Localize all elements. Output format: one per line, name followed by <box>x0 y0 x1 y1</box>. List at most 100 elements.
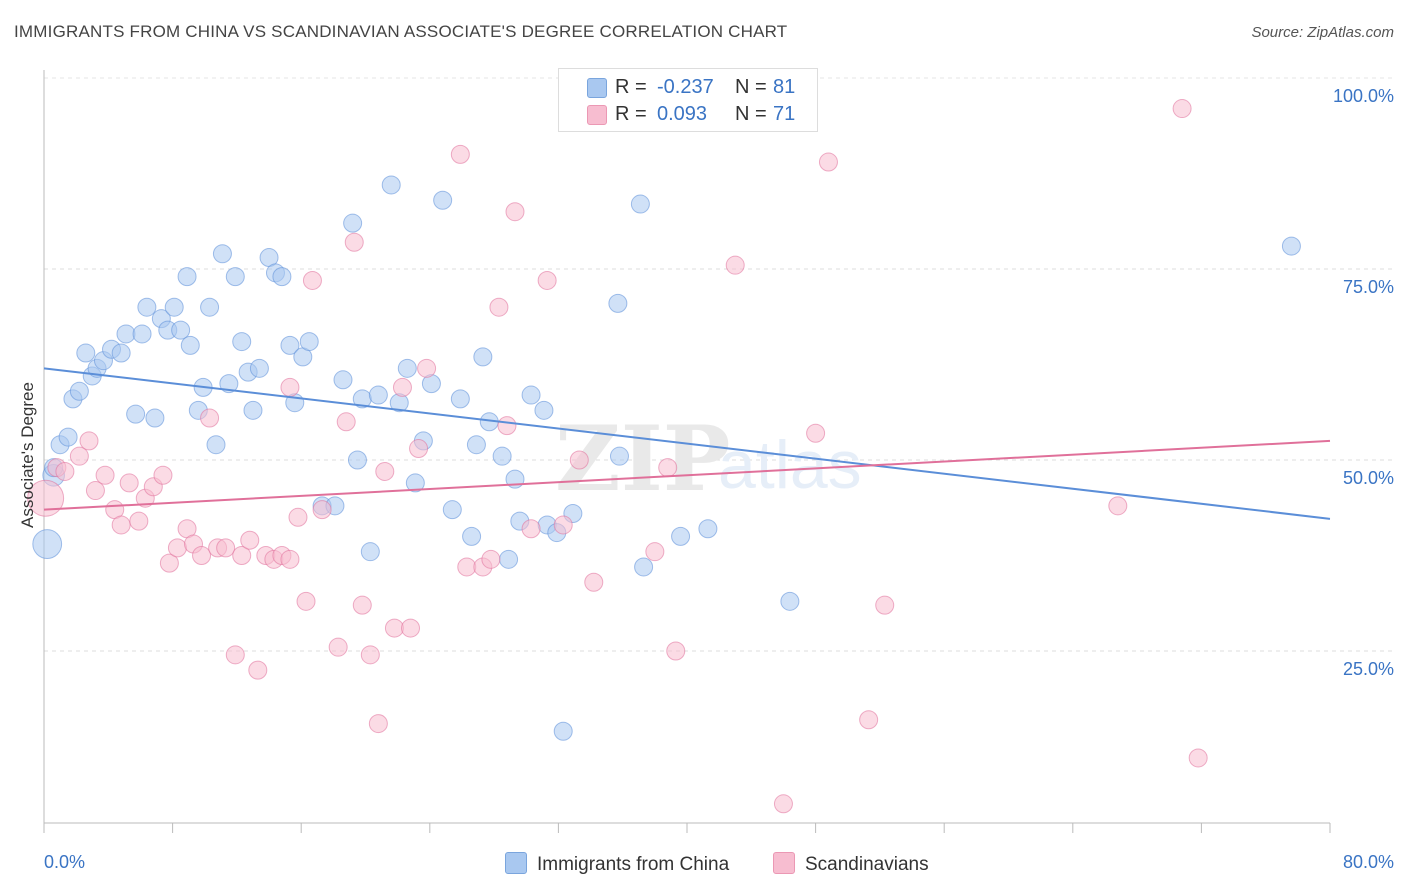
china-point-56 <box>442 500 462 520</box>
china-point-6 <box>76 343 96 363</box>
scandinavian-point-41 <box>384 618 404 638</box>
china-point-79 <box>1281 236 1301 256</box>
scandinavian-point-29 <box>280 377 300 397</box>
scandinavian-point-50 <box>489 297 509 317</box>
scandinavian-point-60 <box>666 641 686 661</box>
scandinavian-point-36 <box>344 232 364 252</box>
china-point-45 <box>347 450 367 470</box>
china-point-0 <box>32 529 63 559</box>
chart-title: IMMIGRANTS FROM CHINA VS SCANDINAVIAN AS… <box>14 22 788 41</box>
china-point-32 <box>243 400 263 420</box>
legend-r-label: R = <box>615 103 647 125</box>
y-tick-label-50: 50.0% <box>1342 468 1394 488</box>
scandinavian-point-46 <box>450 144 470 164</box>
scandinavian-point-5 <box>85 481 105 501</box>
china-point-55 <box>433 190 453 210</box>
scandinavian-point-4 <box>79 431 99 451</box>
scandinavian-point-31 <box>296 591 316 611</box>
scandinavian-point-30 <box>288 507 308 527</box>
china-point-74 <box>630 194 650 214</box>
legend-r-label: R = <box>615 76 647 98</box>
china-point-22 <box>180 335 200 355</box>
y-axis-label: Associate's Degree <box>18 382 37 528</box>
scandinavian-point-14 <box>159 553 179 573</box>
scandinavian-point-3 <box>69 446 89 466</box>
china-point-47 <box>360 542 380 562</box>
china-point-67 <box>534 400 554 420</box>
china-point-48 <box>368 385 388 405</box>
scandinavian-point-8 <box>111 515 131 535</box>
source-credit: Source: ZipAtlas.com <box>1251 24 1394 41</box>
scandinavian-point-58 <box>645 542 665 562</box>
scandinavian-point-2 <box>55 461 75 481</box>
bottom-legend-swatch-china <box>505 852 527 874</box>
legend-n-value-china: 81 <box>773 76 796 98</box>
china-point-11 <box>111 343 131 363</box>
china-point-60 <box>473 347 493 367</box>
china-point-28 <box>219 374 239 394</box>
y-tick-label-75: 75.0% <box>1342 277 1394 297</box>
watermark-atlas: atlas <box>718 427 862 503</box>
china-point-3 <box>58 427 78 447</box>
legend-n-label: N = <box>735 103 767 125</box>
scandinavian-point-38 <box>360 645 380 665</box>
china-point-62 <box>492 446 512 466</box>
china-point-59 <box>466 435 486 455</box>
scandinavian-point-54 <box>537 270 557 290</box>
scandinavian-point-40 <box>375 461 395 481</box>
scandinavian-point-52 <box>505 202 525 222</box>
scandinavian-point-69 <box>1188 748 1208 768</box>
scandinavian-point-18 <box>192 546 212 565</box>
china-point-77 <box>698 519 718 539</box>
scandinavian-point-56 <box>569 450 589 470</box>
scandinavian-point-51 <box>497 416 517 436</box>
scandinavian-point-44 <box>409 439 429 459</box>
x-tick-label-max: 80.0% <box>1342 852 1394 872</box>
scandinavian-point-59 <box>658 458 678 478</box>
china-point-37 <box>280 335 300 355</box>
china-point-76 <box>671 526 691 546</box>
scandinavian-point-62 <box>773 794 793 814</box>
china-point-15 <box>137 297 157 317</box>
scandinavian-point-61 <box>725 255 745 275</box>
scandinavian-point-67 <box>1108 496 1128 516</box>
scandinavian-point-47 <box>457 557 477 577</box>
china-point-78 <box>780 591 800 611</box>
legend-swatch-china <box>587 78 607 98</box>
scandinavian-point-22 <box>225 645 245 665</box>
china-point-13 <box>126 404 146 424</box>
scandinavian-point-43 <box>401 618 421 638</box>
china-point-43 <box>333 370 353 390</box>
china-point-33 <box>249 358 269 378</box>
scandinavian-point-33 <box>312 500 332 520</box>
scandinavian-point-70 <box>280 549 300 569</box>
bottom-legend-china: Immigrants from China <box>505 852 729 876</box>
china-point-51 <box>397 358 417 378</box>
scandinavian-point-13 <box>153 465 173 485</box>
scandinavian-point-37 <box>352 595 372 615</box>
scandinavian-point-21 <box>216 538 236 558</box>
china-point-16 <box>145 408 165 428</box>
china-point-75 <box>634 557 654 577</box>
bottom-legend-label-china: Immigrants from China <box>537 854 730 875</box>
china-point-58 <box>462 526 482 546</box>
china-point-52 <box>405 473 425 493</box>
china-point-40 <box>299 332 319 352</box>
scandinavian-trend-line <box>43 439 1331 511</box>
china-point-19 <box>164 297 184 317</box>
china-point-25 <box>200 297 220 317</box>
scandinavian-point-66 <box>875 595 895 615</box>
scandinavian-point-65 <box>859 710 879 730</box>
scandinavian-point-23 <box>232 546 252 565</box>
china-point-72 <box>608 293 628 313</box>
scandinavian-point-10 <box>129 511 149 531</box>
scandinavian-point-49 <box>481 549 501 569</box>
china-point-36 <box>272 267 292 287</box>
scandinavian-point-68 <box>1172 99 1192 119</box>
scandinavian-point-39 <box>368 714 388 734</box>
scandinavian-point-45 <box>417 358 437 378</box>
legend-r-value-scandinavians: 0.093 <box>657 103 708 125</box>
china-point-5 <box>69 381 89 401</box>
scandinavian-point-64 <box>818 152 838 172</box>
legend-swatch-scandinavians <box>587 105 607 125</box>
